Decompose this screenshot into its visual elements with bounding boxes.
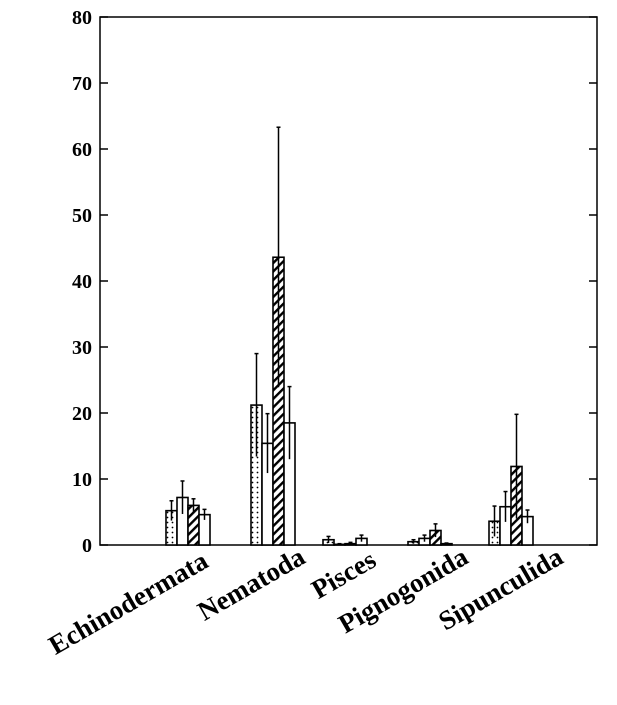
y-tick-label: 60 — [72, 139, 92, 161]
y-tick-label: 50 — [72, 205, 92, 227]
y-tick-label: 30 — [72, 337, 92, 359]
category-label: Nematoda — [192, 541, 310, 626]
x-axis-labels: EchinodermataNematodaPiscesPignogonidaSi… — [43, 541, 568, 660]
y-tick-label: 80 — [72, 7, 92, 29]
category-label: Echinodermata — [43, 545, 213, 660]
y-tick-label: 20 — [72, 403, 92, 425]
y-tick-label: 10 — [72, 469, 92, 491]
y-tick-label: 40 — [72, 271, 92, 293]
y-tick-label: 0 — [82, 535, 92, 557]
y-tick-label: 70 — [72, 73, 92, 95]
y-axis: 0 10 20 30 40 50 60 70 80 — [72, 7, 597, 557]
bars — [165, 126, 534, 546]
